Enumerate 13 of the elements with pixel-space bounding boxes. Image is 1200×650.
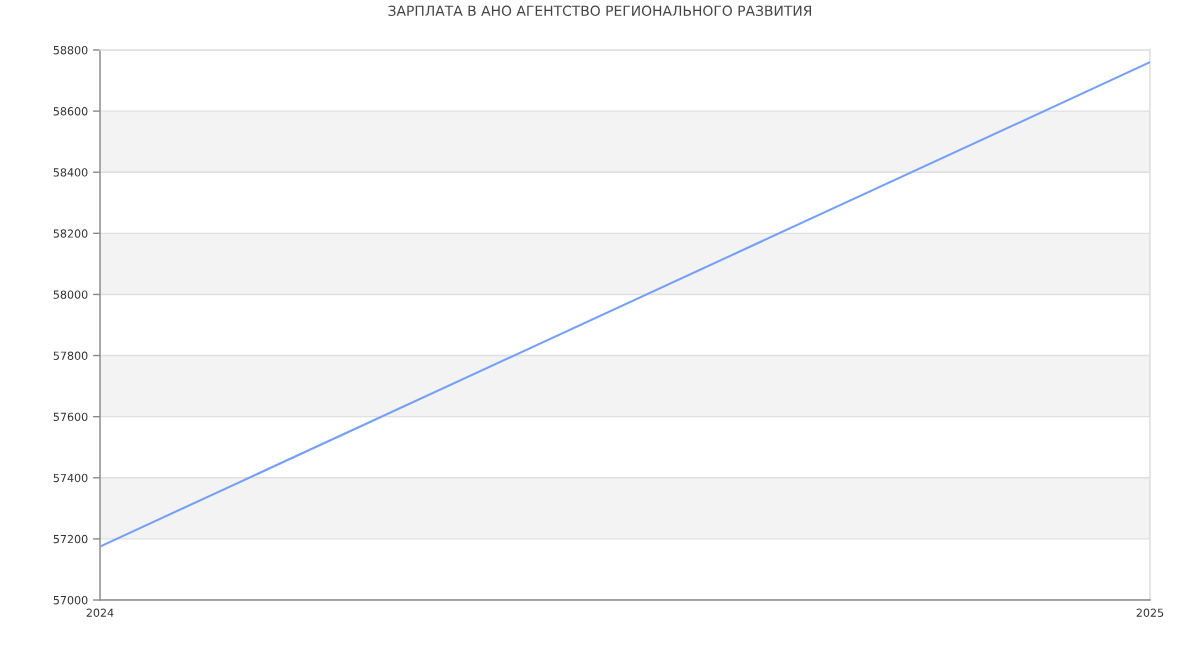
x-tick-label: 2024 [86,608,114,617]
y-tick-label: 58600 [53,107,88,116]
x-tick-label: 2025 [1136,608,1164,617]
y-tick-label: 57000 [53,595,88,605]
y-tick-label: 57600 [53,412,88,422]
chart-title: ЗАРПЛАТА В АНО АГЕНТСТВО РЕГИОНАЛЬНОГО РАЗВИТИЯ [388,5,812,17]
y-tick-label: 58400 [53,168,88,177]
y-tick-label: 58000 [53,290,88,299]
y-tick-label: 58800 [53,45,88,55]
y-tick-label: 57400 [53,473,88,483]
y-tick-label: 57800 [53,351,88,360]
y-tick-label: 57200 [53,534,88,544]
y-tick-label: 58200 [53,229,88,238]
